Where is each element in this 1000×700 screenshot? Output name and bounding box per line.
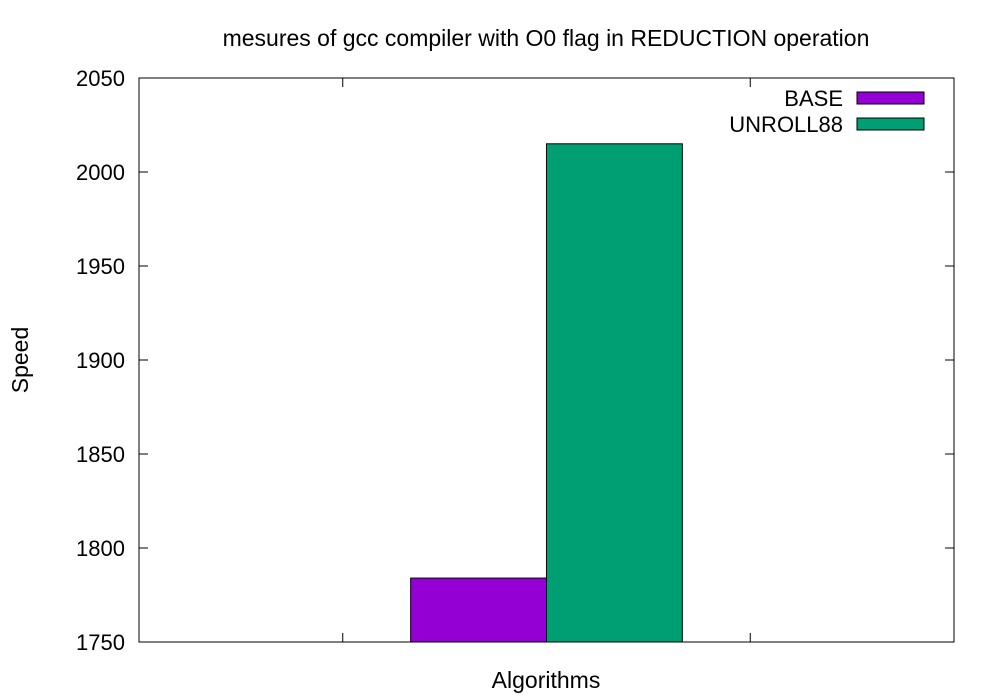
y-tick-label: 1750: [76, 630, 125, 655]
legend-label: UNROLL88: [729, 112, 843, 137]
legend-swatch: [856, 117, 925, 131]
bar-base: [410, 577, 547, 643]
y-tick-label: 2000: [76, 160, 125, 185]
plot-frame: [138, 77, 955, 643]
y-tick-label: 1950: [76, 254, 125, 279]
bars-layer: [410, 143, 683, 643]
x-ticks-layer: [342, 78, 751, 642]
legend-swatch: [856, 91, 925, 105]
chart-title: mesures of gcc compiler with O0 flag in …: [223, 25, 870, 51]
y-tick-label: 2050: [76, 66, 125, 91]
y-ticks-layer: 1750 1800 1850 1900 1950 2000 2050: [76, 66, 954, 655]
y-tick-label: 1850: [76, 442, 125, 467]
bar-unroll88: [546, 143, 683, 643]
y-tick-label: 1900: [76, 348, 125, 373]
legend-label: BASE: [784, 86, 843, 111]
x-axis-label: Algorithms: [492, 667, 601, 693]
y-tick-label: 1800: [76, 536, 125, 561]
y-axis-label: Speed: [7, 327, 33, 394]
